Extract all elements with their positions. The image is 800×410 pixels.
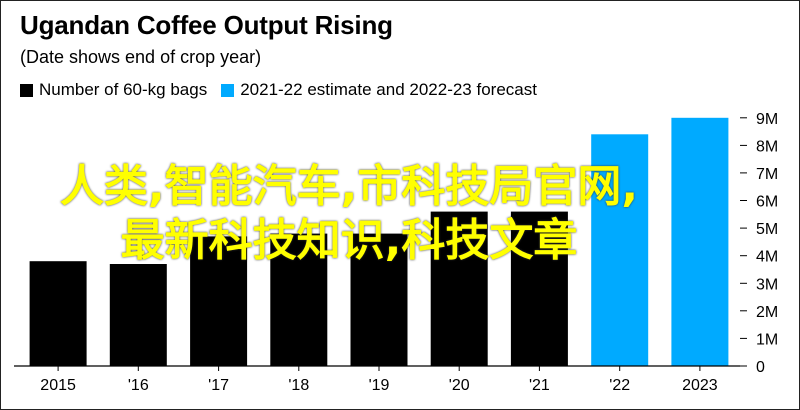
- y-tick-label-0: 0: [756, 359, 765, 376]
- x-tick-label-5: '20: [449, 377, 470, 394]
- bar-1: [109, 264, 167, 366]
- bar-3: [270, 233, 328, 366]
- legend: Number of 60-kg bags 2021-22 estimate an…: [20, 80, 551, 100]
- x-tick-label-7: '22: [609, 377, 630, 394]
- bar-0: [29, 261, 87, 366]
- chart-title: Ugandan Coffee Output Rising: [20, 10, 393, 40]
- watermark-line-2: 最新科技知识,科技文章: [120, 215, 578, 266]
- x-tick-label-1: '16: [128, 377, 149, 394]
- x-tick-label-4: '19: [369, 377, 390, 394]
- legend-swatch-blue: [221, 83, 235, 97]
- y-tick-label-5: 5M: [756, 221, 778, 238]
- legend-label-forecast: 2021-22 estimate and 2022-23 forecast: [240, 80, 537, 99]
- y-tick-label-9: 9M: [756, 111, 778, 128]
- chart-subtitle: (Date shows end of crop year): [20, 47, 262, 67]
- bar-4: [350, 233, 408, 366]
- y-tick-label-3: 3M: [756, 276, 778, 293]
- bar-2: [190, 236, 248, 366]
- legend-label-bags: Number of 60-kg bags: [39, 80, 208, 99]
- legend-item-forecast: 2021-22 estimate and 2022-23 forecast: [221, 80, 537, 100]
- y-tick-label-4: 4M: [756, 249, 778, 266]
- y-tick-label-8: 8M: [756, 138, 778, 155]
- x-tick-label-0: 2015: [40, 377, 76, 394]
- legend-item-bags: Number of 60-kg bags: [20, 80, 207, 100]
- y-tick-label-6: 6M: [756, 194, 778, 211]
- y-tick-label-1: 1M: [756, 331, 778, 348]
- bar-5: [430, 211, 488, 366]
- bar-7: [591, 134, 649, 366]
- legend-swatch-black: [20, 83, 33, 97]
- watermark-line-1: 人类,智能汽车,市科技局官网,: [59, 161, 639, 212]
- bar-6: [510, 211, 568, 366]
- x-tick-label-8: 2023: [682, 377, 718, 394]
- y-tick-label-2: 2M: [756, 304, 778, 321]
- bar-8: [671, 117, 729, 366]
- x-tick-label-2: '17: [208, 377, 229, 394]
- x-tick-label-3: '18: [288, 377, 309, 394]
- y-tick-label-7: 7M: [756, 166, 778, 183]
- watermark-overlay: 人类,智能汽车,市科技局官网, 最新科技知识,科技文章: [24, 160, 674, 268]
- x-tick-label-6: '21: [529, 377, 550, 394]
